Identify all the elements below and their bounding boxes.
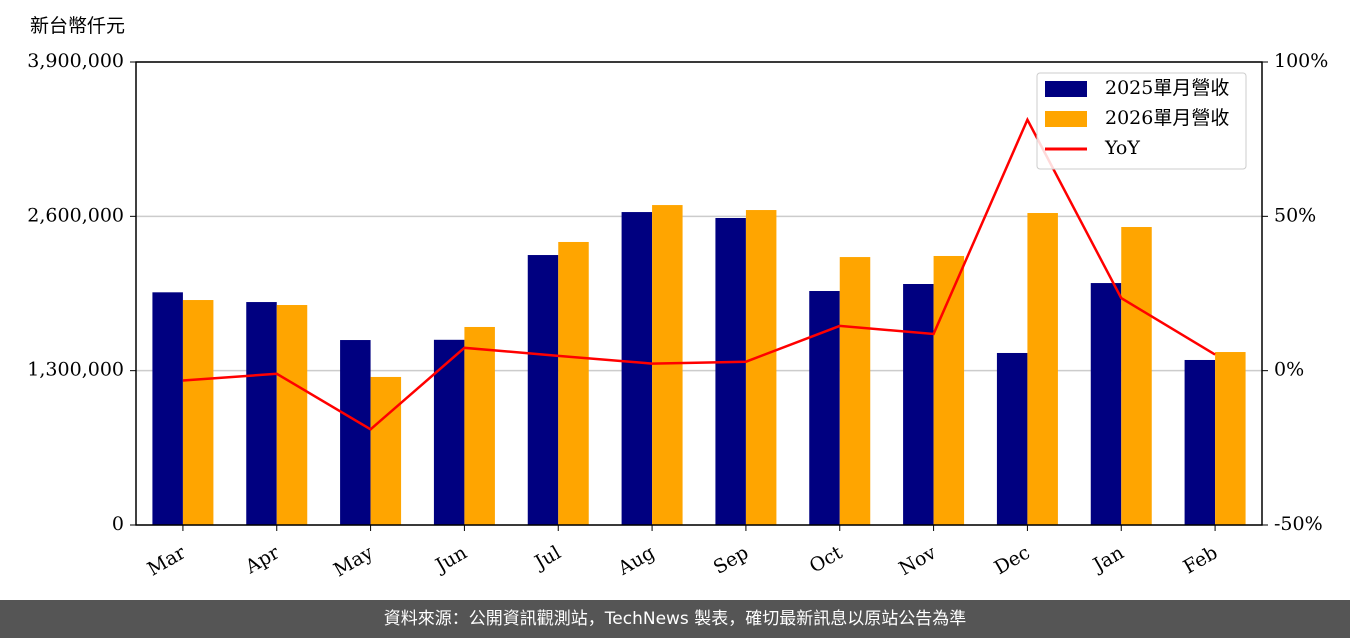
x-tick-label: Jul [529, 542, 564, 575]
bar [152, 292, 183, 525]
y-tick-label: 0 [112, 513, 124, 535]
bar [652, 205, 683, 526]
x-tick-label: Nov [895, 541, 940, 580]
x-tick-label: Jun [430, 542, 471, 578]
bar [839, 257, 871, 525]
bar [903, 284, 934, 525]
y2-tick-label: 50% [1274, 204, 1316, 226]
bar [182, 300, 214, 525]
legend-label: 2026單月營收 [1105, 107, 1229, 129]
plot-frame [135, 61, 1263, 526]
bar [1184, 359, 1216, 525]
bar [715, 217, 746, 525]
x-tick-label: Aug [614, 542, 659, 581]
x-tick-label: Sep [710, 542, 753, 579]
bar [1121, 227, 1152, 525]
bar [370, 376, 402, 525]
bar [996, 352, 1028, 525]
bar [621, 212, 653, 525]
bar [809, 291, 840, 525]
bar [558, 241, 589, 525]
x-tick-label: Feb [1180, 542, 1222, 579]
bar [1090, 283, 1122, 525]
bar [276, 305, 308, 525]
bar [340, 340, 371, 525]
legend-label: 2025單月營收 [1105, 77, 1229, 99]
footer: 資料來源：公開資訊觀測站，TechNews 製表，確切最新訊息以原站公告為準 [0, 600, 1350, 638]
bar [464, 326, 495, 525]
x-tick-label: May [330, 541, 377, 581]
y-tick-label: 1,300,000 [27, 359, 124, 381]
legend-box [1036, 72, 1247, 170]
bar [745, 210, 777, 526]
bar [527, 255, 559, 525]
x-tick-label: Oct [806, 541, 847, 577]
x-tick-label: Mar [144, 541, 190, 580]
legend-swatch [1045, 111, 1087, 127]
legend-label: YoY [1104, 137, 1140, 159]
bar [1027, 213, 1058, 526]
x-tick-label: Apr [241, 541, 284, 578]
bar [246, 302, 277, 525]
x-tick-label: Dec [991, 542, 1034, 580]
chart: 新台幣仟元 0 1,300,000 2,600,000 3,900,000 -50% 0%… [27, 15, 1328, 581]
bar [433, 339, 465, 525]
y-tick-label: 2,600,000 [27, 204, 124, 226]
y2-tick-label: 0% [1274, 359, 1304, 381]
x-tick-label: Jan [1088, 542, 1128, 578]
bar [1215, 352, 1246, 525]
y2-tick-label: -50% [1274, 513, 1323, 535]
y-axis-title: 新台幣仟元 [30, 15, 125, 37]
y-tick-label: 3,900,000 [27, 50, 124, 72]
legend-swatch [1045, 81, 1087, 97]
y2-tick-label: 100% [1274, 50, 1328, 72]
